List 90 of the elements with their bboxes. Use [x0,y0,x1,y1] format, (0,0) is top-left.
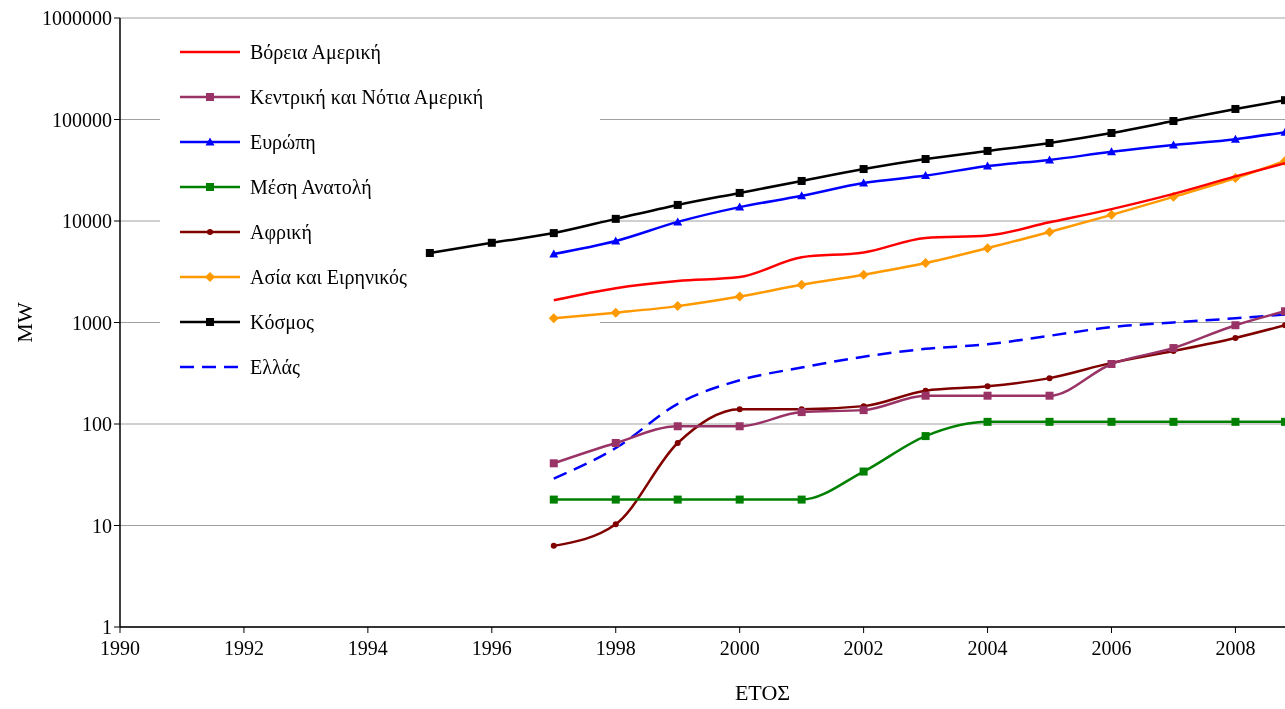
point [797,191,807,200]
point [921,171,931,180]
point [859,406,868,415]
point [611,236,621,245]
x-tick-label: 1998 [595,637,636,659]
y-axis-title: MW [12,302,37,343]
x-tick-label: 1992 [223,637,264,659]
point [548,313,559,324]
legend-label: Ευρώπη [250,131,316,154]
point [1232,334,1239,341]
point [797,495,806,504]
point [1231,104,1240,113]
x-tick-label: 2004 [967,637,1008,659]
point [610,307,621,318]
point [674,439,681,446]
point [983,146,992,155]
point [735,202,745,211]
point [735,495,744,504]
legend-label: Ελλάς [250,356,301,378]
point [673,200,682,209]
y-tick-label: 100 [82,413,112,435]
y-tick-label: 10000 [62,210,112,232]
point [983,417,992,426]
point [735,422,744,431]
point [672,301,683,312]
legend-label: Κεντρική και Νότια Αμερική [250,86,484,109]
point [983,161,993,170]
point [858,269,869,280]
point [549,495,558,504]
point [1045,391,1054,400]
point [921,391,930,400]
y-tick-label: 1000000 [42,7,112,29]
point [611,214,620,223]
legend-label: Ασία και Ειρηνικός [250,266,407,289]
point [735,188,744,197]
legend-label: Αφρική [250,221,312,244]
point [1045,417,1054,426]
y-tick-label: 1000 [72,311,112,334]
point [797,408,806,417]
point [1046,375,1053,382]
point [487,238,496,247]
x-tick-label: 2000 [719,637,760,659]
legend-label: Βόρεια Αμερική [250,41,381,64]
point [1230,134,1240,143]
point [1107,417,1116,426]
point [549,229,558,238]
point [734,291,745,302]
point [1044,226,1055,237]
point [920,258,931,269]
point [1045,138,1054,147]
x-tick-label: 1994 [347,637,388,659]
point [859,165,868,174]
x-tick-label: 1990 [100,637,140,659]
point [797,176,806,185]
point [673,495,682,504]
x-axis-title: ΕΤΟΣ [734,680,791,705]
point [1106,147,1116,156]
x-tick-label: 1996 [471,637,512,659]
point [673,422,682,431]
legend-label: Μέση Ανατολή [250,176,372,199]
point [549,249,559,258]
point [982,243,993,254]
point [921,155,930,164]
point [1107,129,1116,138]
point [611,438,620,447]
point [549,459,558,468]
point [984,383,991,390]
point [611,495,620,504]
point [1231,417,1240,426]
point [612,521,619,528]
point [1106,209,1117,220]
point [1231,321,1240,330]
point [736,406,743,413]
point [983,391,992,400]
y-tick-label: 1 [102,616,112,638]
x-tick-label: 2002 [843,637,884,659]
point [425,248,434,257]
point [550,542,557,549]
x-tick-label: 2006 [1091,637,1132,659]
point [1169,417,1178,426]
y-tick-label: 10 [92,514,112,537]
point [1169,117,1178,126]
legend-label: Κόσμος [250,311,314,334]
point [1168,140,1178,149]
x-tick-label: 2008 [1215,637,1256,659]
point [1045,155,1055,164]
point [859,467,868,476]
y-tick-label: 100000 [52,108,112,131]
point [796,279,807,290]
point [921,432,930,441]
